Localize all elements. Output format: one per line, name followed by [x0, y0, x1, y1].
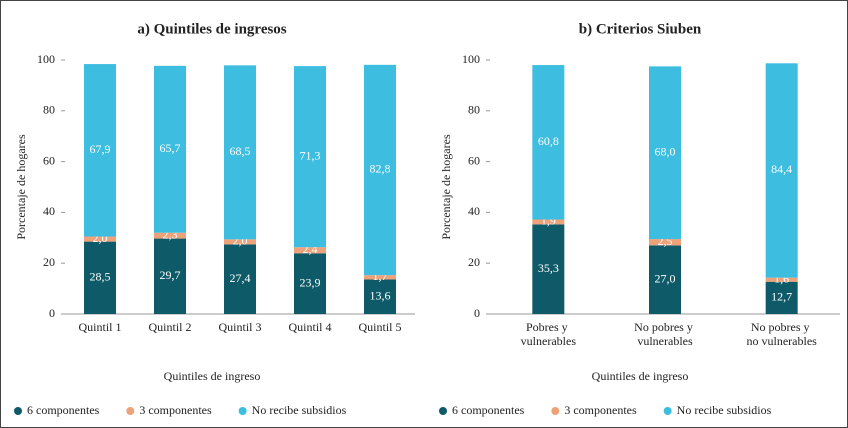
- bar-segment: [84, 236, 116, 242]
- legend-label: 3 componentes: [564, 403, 637, 417]
- value-label: 71,3: [300, 148, 321, 162]
- legend-swatch: [439, 407, 447, 415]
- legend-swatch: [14, 407, 22, 415]
- label-line: vulnerables: [637, 334, 693, 348]
- label-line: no vulnerables: [747, 334, 818, 348]
- value-label: 27,4: [230, 271, 251, 285]
- value-label: 29,7: [160, 268, 181, 282]
- legend-label: 6 componentes: [452, 403, 525, 417]
- label-line: No pobres y: [634, 320, 696, 334]
- value-label: 82,8: [370, 162, 391, 176]
- value-label: 65,7: [160, 141, 181, 155]
- bar-segment: [765, 281, 798, 314]
- bar-segment: [294, 253, 326, 314]
- y-axis-label: Porcentaje de hogares: [14, 134, 28, 240]
- y-axis-label: Porcentaje de hogares: [439, 134, 453, 240]
- bar-segment: [154, 238, 186, 314]
- y-tick-label: 60: [468, 153, 480, 167]
- bar-segment: [649, 66, 681, 240]
- x-axis-label: Quintiles de ingreso: [592, 369, 689, 383]
- value-label: 60,8: [538, 134, 559, 148]
- y-tick-label: 40: [43, 204, 55, 218]
- value-label: 23,9: [300, 275, 321, 289]
- value-label: 68,5: [230, 144, 251, 158]
- label-line: vulnerables: [521, 334, 577, 348]
- y-tick-label: 0: [474, 306, 480, 320]
- value-label: 28,5: [90, 270, 111, 284]
- x-axis-label: Quintiles de ingreso: [164, 369, 261, 383]
- y-tick-label: 20: [468, 255, 480, 269]
- value-label: 12,7: [771, 290, 792, 304]
- legend-swatch: [551, 407, 560, 415]
- bar-segment: [224, 65, 256, 240]
- chart-title: a) Quintiles de ingresos: [137, 21, 286, 37]
- y-tick-label: 0: [49, 306, 55, 320]
- bar-segment: [224, 244, 256, 314]
- x-tick-label: Quintil 5: [358, 320, 401, 334]
- bar-segment: [532, 219, 565, 225]
- bar-segment: [294, 66, 326, 248]
- x-tick-label: Pobres y vulnerables: [521, 320, 577, 348]
- y-tick-label: 40: [468, 204, 480, 218]
- x-tick-label: Quintil 4: [288, 320, 331, 334]
- x-tick-label: No pobres y vulnerables: [634, 320, 696, 348]
- value-label: 84,4: [771, 162, 792, 176]
- y-tick-label: 80: [43, 103, 55, 117]
- legend-swatch: [663, 407, 672, 415]
- x-tick-label: No pobres y no vulnerables: [747, 320, 818, 348]
- legend-label: No recibe subsidios: [677, 403, 772, 417]
- bar-segment: [154, 232, 186, 239]
- bar-segment: [84, 64, 116, 237]
- bar-segment: [294, 247, 326, 254]
- bar-segment: [154, 65, 186, 233]
- legend-label: 3 componentes: [139, 403, 212, 417]
- x-tick-label: Quintil 2: [148, 320, 191, 334]
- x-tick-label: Quintil 1: [78, 320, 121, 334]
- bar-segment: [532, 65, 565, 220]
- bar-segment: [649, 245, 681, 314]
- legend-label: 6 componentes: [27, 403, 100, 417]
- bar-segment: [364, 279, 396, 314]
- bar-segment: [765, 63, 798, 278]
- label-line: No pobres y: [751, 320, 813, 334]
- y-tick-label: 80: [468, 103, 480, 117]
- bar-segment: [364, 275, 396, 280]
- legend-swatch: [126, 407, 135, 415]
- bar-segment: [649, 239, 681, 246]
- y-tick-label: 60: [43, 153, 55, 167]
- legend-label: No recibe subsidios: [252, 403, 347, 417]
- x-tick-label: Quintil 3: [218, 320, 261, 334]
- label-line: Pobres y: [526, 320, 571, 334]
- bar-segment: [84, 241, 116, 314]
- value-label: 68,0: [655, 144, 676, 158]
- value-label: 13,6: [370, 288, 391, 302]
- y-tick-label: 20: [43, 255, 55, 269]
- bar-segment: [224, 239, 256, 245]
- value-label: 35,3: [538, 261, 559, 275]
- value-label: 27,0: [655, 271, 676, 285]
- legend-swatch: [238, 407, 247, 415]
- bar-segment: [364, 64, 396, 276]
- chart-title: b) Criterios Siuben: [579, 21, 702, 37]
- bar-segment: [532, 224, 565, 314]
- y-tick-label: 100: [462, 52, 480, 66]
- value-label: 67,9: [90, 142, 111, 156]
- y-tick-label: 100: [37, 52, 55, 66]
- bar-segment: [765, 277, 798, 282]
